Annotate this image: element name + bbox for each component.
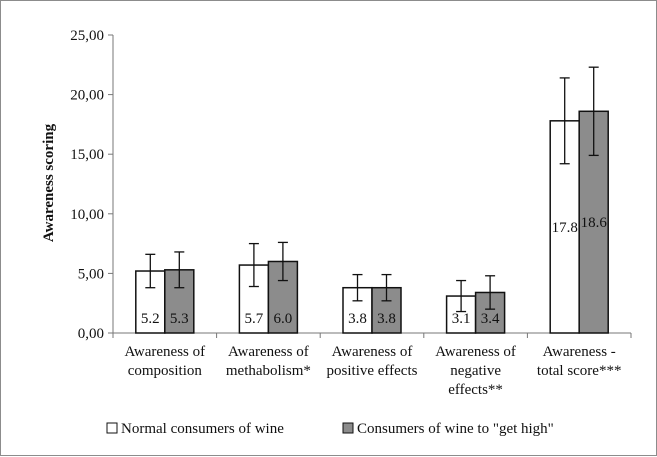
category-labels: Awareness of composition Awareness of metha…	[124, 344, 621, 398]
data-label: 6.0	[274, 311, 293, 327]
data-label: 5.2	[141, 311, 160, 327]
category-label: effects**	[448, 382, 503, 398]
data-label: 3.4	[481, 311, 500, 327]
category-label: Awareness of	[435, 344, 516, 360]
data-label: 18.6	[581, 215, 608, 231]
y-tick-label: 5,00	[78, 266, 104, 282]
legend-label: Normal consumers of wine	[121, 421, 284, 437]
y-tick-label: 20,00	[70, 88, 104, 104]
y-tick-label: 10,00	[70, 207, 104, 223]
y-tick-label: 25,00	[70, 28, 104, 44]
y-axis-label: Awareness scoring	[41, 123, 57, 242]
bars: 5.2 5.7 3.8 3.1 17.8 5.3 6.0 3.8 3.4 18.6	[135, 66, 609, 334]
category-label: composition	[128, 363, 203, 379]
legend-swatch	[106, 422, 118, 434]
y-tick-label: 15,00	[70, 147, 104, 163]
category-label: methabolism*	[226, 363, 311, 379]
data-label: 3.1	[452, 311, 471, 327]
data-label: 5.3	[170, 311, 189, 327]
category-label: Awareness of	[124, 344, 205, 360]
y-tick-label: 0,00	[78, 326, 104, 342]
category-label: total score***	[537, 363, 622, 379]
data-label: 3.8	[348, 311, 367, 327]
legend: Normal consumers of wine Consumers of win…	[106, 421, 554, 437]
axes: 0,00 5,00 10,00 15,00 20,00 25,00	[70, 28, 632, 342]
category-label: Awareness of	[228, 344, 309, 360]
category-label: Awareness of	[332, 344, 413, 360]
data-label: 3.8	[377, 311, 396, 327]
category-label: Awareness -	[543, 344, 616, 360]
category-label: positive effects	[327, 363, 418, 379]
category-label: negative	[450, 363, 501, 379]
legend-swatch	[342, 422, 354, 434]
legend-label: Consumers of wine to "get high"	[357, 421, 554, 437]
data-label: 17.8	[552, 220, 578, 236]
data-label: 5.7	[245, 311, 264, 327]
